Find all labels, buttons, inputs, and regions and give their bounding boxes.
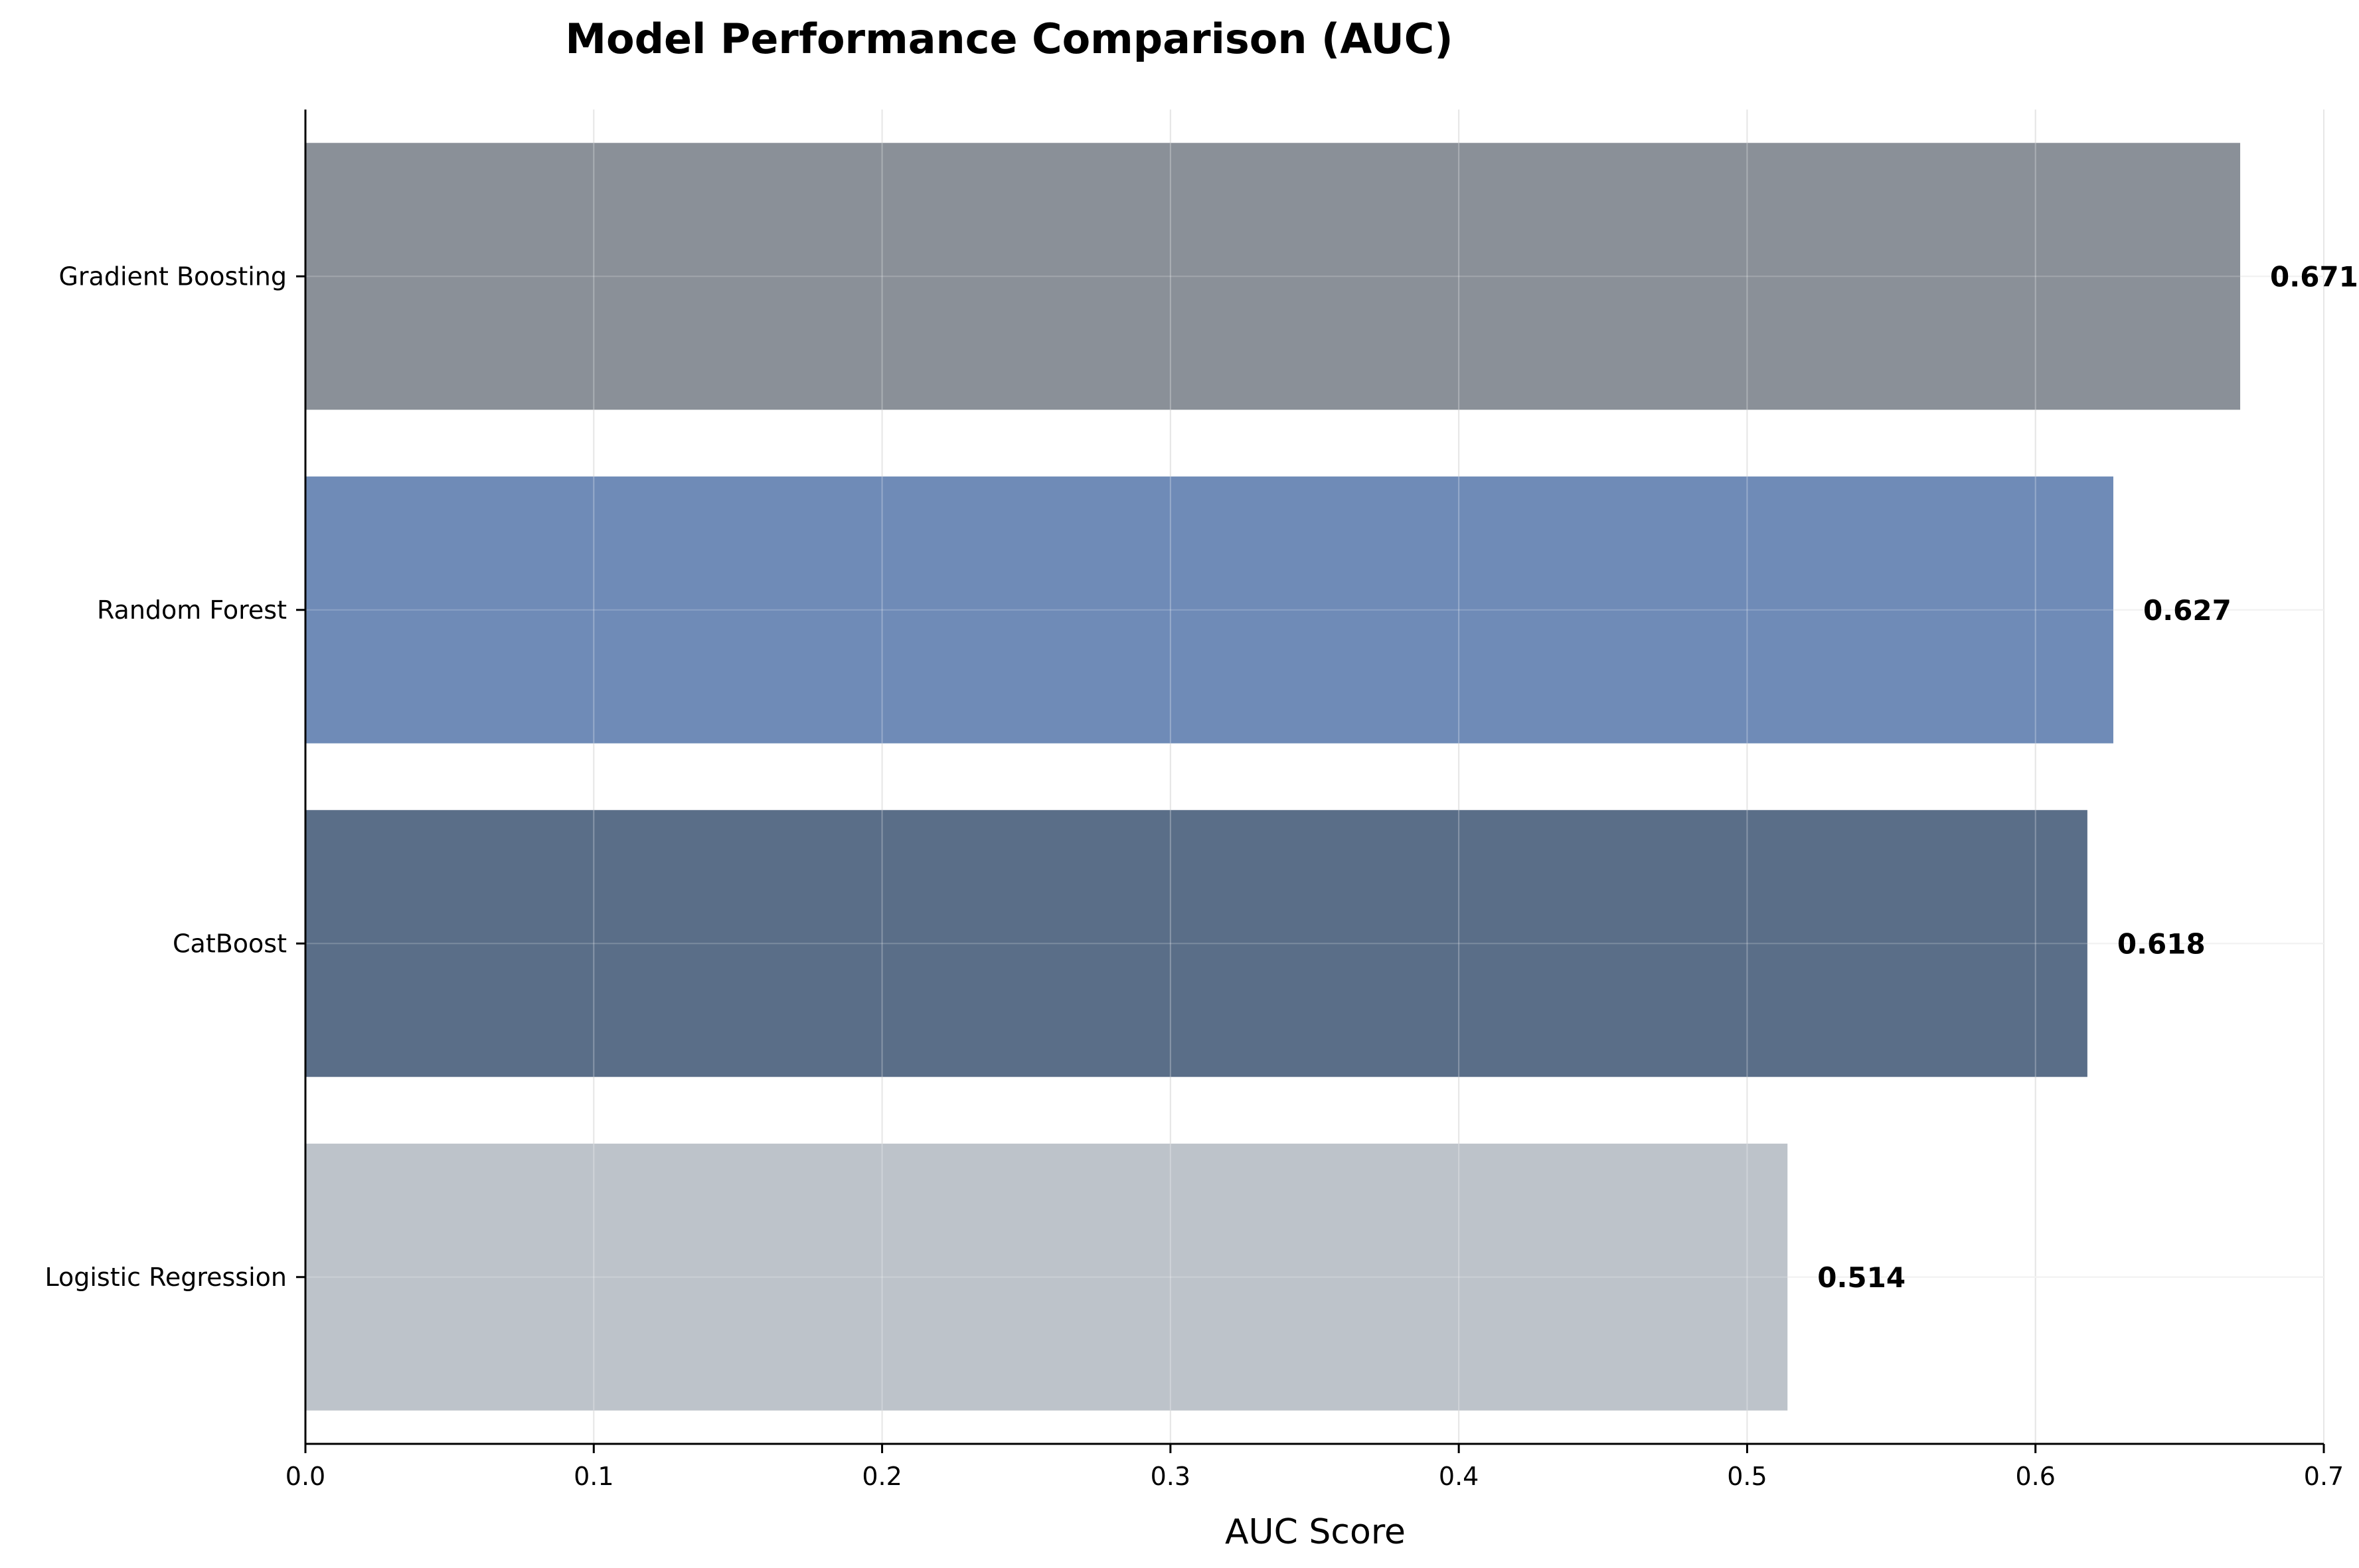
bar-catboost (305, 810, 2087, 1077)
x-tick-label: 0.1 (574, 1462, 613, 1491)
x-tick-label: 0.4 (1439, 1462, 1479, 1491)
y-tick-label: Gradient Boosting (58, 262, 287, 291)
x-axis-title: AUC Score (1225, 1512, 1406, 1552)
bar-gradient-boosting (305, 143, 2241, 410)
x-tick-label: 0.0 (285, 1462, 325, 1491)
y-ticks: Gradient Boosting Random Forest CatBoost Lo… (44, 262, 305, 1292)
chart-title: Model Performance Comparison (AUC) (565, 15, 1453, 63)
x-tick-label: 0.7 (2304, 1462, 2344, 1491)
bar-value-label: 0.618 (2117, 927, 2206, 960)
x-tick-label: 0.6 (2015, 1462, 2055, 1491)
data-labels: 0.671 0.627 0.618 0.514 (1817, 260, 2358, 1294)
y-tick-label: Random Forest (97, 595, 287, 625)
x-ticks: 0.0 0.1 0.2 0.3 0.4 0.5 0.6 0.7 (285, 1444, 2344, 1491)
x-tick-label: 0.3 (1151, 1462, 1190, 1491)
bar-value-label: 0.627 (2143, 594, 2232, 627)
bars (305, 143, 2241, 1411)
y-tick-label: CatBoost (173, 929, 287, 958)
y-tick-label: Logistic Regression (44, 1263, 287, 1292)
x-tick-label: 0.2 (862, 1462, 902, 1491)
axes (304, 110, 2324, 1445)
bar-random-forest (305, 476, 2113, 744)
bar-logistic-regression (305, 1143, 1788, 1411)
bar-value-label: 0.671 (2270, 260, 2358, 293)
bar-value-label: 0.514 (1817, 1261, 1906, 1294)
x-tick-label: 0.5 (1727, 1462, 1767, 1491)
